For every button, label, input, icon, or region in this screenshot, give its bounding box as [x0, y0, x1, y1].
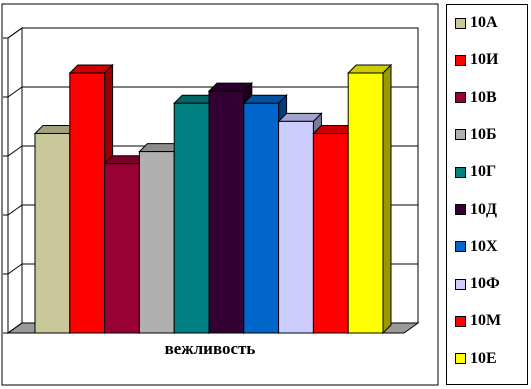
- bar: [278, 120, 314, 334]
- legend-label: 10Х: [470, 237, 498, 255]
- legend-label: 10М: [470, 312, 502, 330]
- legend-item: 10Г: [455, 162, 496, 182]
- legend-swatch: [455, 278, 466, 290]
- legend-label: 10И: [470, 51, 499, 69]
- gridline-side: [7, 145, 23, 157]
- bar-top: [242, 94, 288, 104]
- legend-swatch: [455, 17, 466, 29]
- legend-swatch: [455, 54, 466, 66]
- bar-top: [346, 64, 393, 74]
- legend-swatch: [455, 241, 466, 253]
- legend-label: 10Ф: [470, 275, 500, 293]
- legend-item: 10Д: [455, 200, 497, 220]
- bar: [34, 132, 71, 334]
- legend-item: 10Е: [455, 349, 497, 369]
- bar: [173, 102, 210, 334]
- legend-label: 10А: [470, 14, 498, 31]
- x-axis-label: вежливость: [164, 339, 256, 358]
- gridline-side: [7, 86, 23, 98]
- bar-side: [382, 63, 392, 335]
- side-wall: [7, 27, 23, 334]
- legend-swatch: [455, 315, 466, 327]
- gridline-side: [7, 27, 23, 39]
- bar: [208, 90, 245, 334]
- legend-swatch: [455, 166, 466, 178]
- legend-item: 10Б: [455, 125, 497, 145]
- bar: [69, 72, 106, 334]
- legend-label: 10Д: [470, 200, 498, 218]
- legend-swatch: [455, 353, 466, 365]
- bar: [138, 151, 175, 334]
- bar-top: [68, 64, 114, 74]
- bar: [347, 72, 384, 334]
- legend-item: 10Ф: [455, 274, 500, 294]
- legend-item: 10М: [455, 311, 501, 331]
- bar-top: [207, 82, 254, 92]
- legend-item: 10А: [455, 13, 498, 33]
- legend-item: 10В: [455, 88, 497, 108]
- legend-label: 10В: [470, 88, 497, 106]
- gridline-side: [7, 322, 23, 334]
- gridline-side: [7, 263, 23, 275]
- legend-item: 10И: [455, 50, 498, 70]
- gridline-side: [7, 204, 23, 216]
- chart-legend: 10А 10И 10В 10Б 10Г 10Д 10Х 10Ф 10М 10Е: [446, 4, 528, 385]
- legend-label: 10Б: [470, 125, 497, 143]
- legend-label: 10Е: [470, 349, 497, 367]
- chart-border: [1, 3, 439, 386]
- legend-swatch: [455, 92, 466, 104]
- bar-top: [277, 112, 323, 122]
- legend-swatch: [455, 129, 466, 141]
- bar: [312, 132, 349, 334]
- legend-label: 10Г: [470, 163, 497, 181]
- legend-swatch: [455, 204, 466, 215]
- bar: [243, 102, 280, 334]
- bar: [104, 163, 140, 334]
- legend-item: 10Х: [455, 237, 498, 257]
